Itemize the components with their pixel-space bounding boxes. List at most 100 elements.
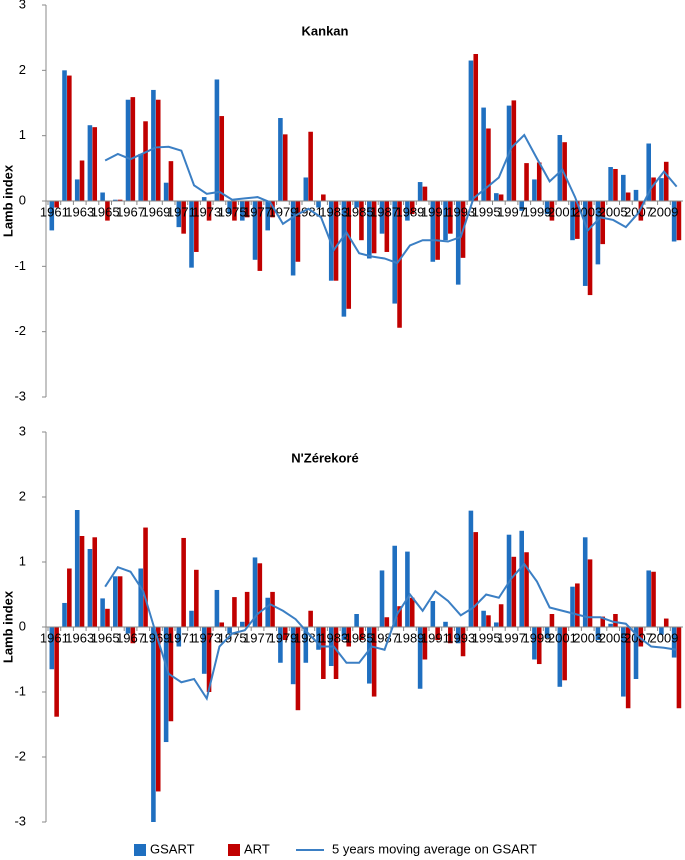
legend-label: 5 years moving average on GSART (332, 841, 537, 856)
x-tick-label: 1977 (243, 630, 272, 645)
bar (100, 598, 105, 627)
bar (536, 162, 542, 201)
bar (532, 179, 537, 201)
x-tick-label: 1987 (370, 204, 399, 219)
bar (155, 99, 161, 201)
x-tick-label: 1977 (243, 204, 272, 219)
moving-average-line (104, 133, 678, 265)
bar (201, 627, 207, 674)
bar (422, 186, 428, 201)
bar (240, 201, 245, 221)
bar (290, 627, 296, 685)
bar (557, 627, 563, 687)
bar (333, 627, 339, 679)
bar (587, 201, 593, 296)
x-tick-label: 1969 (141, 630, 170, 645)
bar (625, 627, 631, 709)
x-tick-label: 1985 (345, 630, 374, 645)
bar (278, 118, 283, 201)
bar (646, 570, 651, 627)
bar (189, 201, 194, 268)
bar (105, 201, 110, 221)
y-tick-label: 0 (19, 618, 26, 633)
bar (219, 116, 225, 201)
x-tick-label: 2009 (649, 630, 678, 645)
bar (524, 552, 529, 627)
bar (633, 189, 639, 201)
bar (79, 536, 85, 627)
x-tick-label: 1995 (472, 630, 501, 645)
bar (155, 627, 161, 792)
bar (633, 627, 639, 679)
bar (321, 627, 326, 679)
bar (214, 79, 220, 201)
bar (316, 201, 321, 208)
bar (468, 510, 474, 627)
legend-swatch (134, 844, 146, 856)
bar (163, 627, 169, 743)
x-tick-label: 2005 (599, 630, 628, 645)
bar (676, 627, 682, 709)
bar (113, 576, 118, 627)
x-tick-label: 1993 (446, 630, 475, 645)
bar (151, 627, 156, 822)
bar (176, 201, 182, 228)
bar (79, 160, 85, 201)
bar (570, 586, 575, 627)
bar (92, 127, 98, 201)
bar (544, 627, 550, 639)
bar (481, 107, 486, 201)
bar (240, 621, 245, 627)
bar (625, 192, 631, 201)
bar (562, 627, 567, 681)
y-tick-label: 3 (19, 423, 26, 438)
bar (587, 559, 593, 627)
bar (435, 201, 440, 260)
bar (498, 604, 504, 627)
bar (308, 131, 313, 201)
bar (397, 606, 402, 627)
bar (125, 99, 131, 201)
bar (455, 201, 461, 285)
bar (430, 601, 436, 627)
x-tick-label: 1979 (268, 204, 297, 219)
bar (265, 201, 270, 231)
bar (252, 201, 258, 260)
bar (435, 627, 440, 640)
x-tick-label: 1973 (192, 630, 221, 645)
bar (519, 530, 524, 627)
bar (244, 201, 250, 218)
bar (282, 627, 288, 640)
bar (49, 201, 55, 231)
x-tick-label: 1961 (40, 630, 69, 645)
bar (481, 610, 486, 627)
bar (384, 201, 390, 252)
bar (92, 537, 98, 627)
bar (163, 182, 169, 201)
bar (379, 570, 385, 627)
bar (430, 201, 436, 262)
bar (562, 142, 567, 201)
bar (295, 627, 301, 711)
bar (443, 201, 448, 241)
bar (663, 161, 669, 201)
bar (608, 167, 613, 201)
x-tick-label: 1999 (522, 204, 551, 219)
bar (227, 627, 232, 634)
bar (265, 597, 270, 627)
bar (494, 622, 499, 627)
x-tick-label: 2001 (548, 204, 577, 219)
y-tick-label: -3 (14, 388, 26, 403)
bar (295, 201, 301, 262)
bar (151, 89, 156, 201)
x-tick-label: 1989 (395, 204, 424, 219)
bar (422, 627, 428, 660)
x-tick-label: 1973 (192, 204, 221, 219)
bar (600, 616, 606, 627)
bar (671, 201, 677, 242)
bar (473, 532, 479, 627)
x-tick-label: 1963 (65, 630, 94, 645)
x-tick-label: 2009 (649, 204, 678, 219)
x-tick-label: 1991 (421, 204, 450, 219)
